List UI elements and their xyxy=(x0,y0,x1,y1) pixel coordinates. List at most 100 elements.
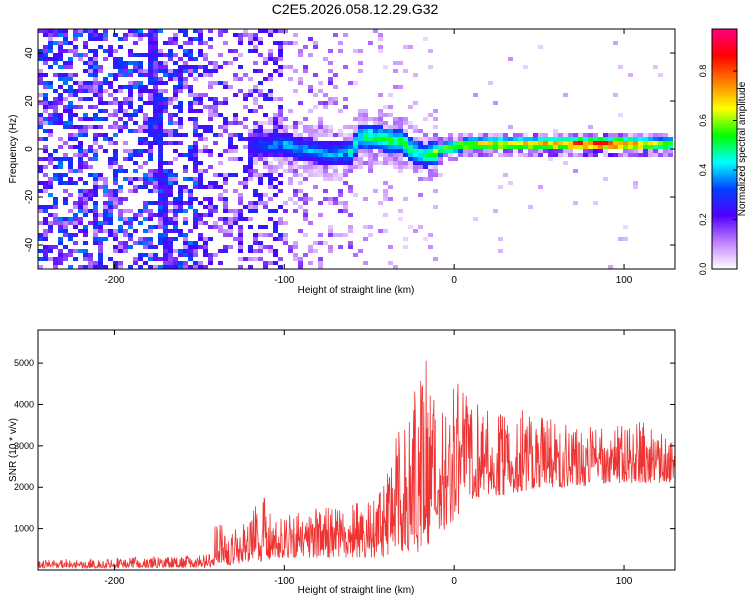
spectrogram-cell xyxy=(253,125,258,129)
spectrogram-cell xyxy=(318,233,323,237)
spectrogram-cell xyxy=(433,189,438,193)
spectrogram-cell xyxy=(123,69,128,73)
spectrogram-cell xyxy=(623,237,628,241)
spectrogram-cell xyxy=(368,157,373,161)
spectrogram-cell xyxy=(48,133,53,137)
spectrogram-cell xyxy=(198,29,203,33)
colorbar-tick-label: 0.6 xyxy=(698,114,708,127)
spectrogram-cell xyxy=(438,157,443,161)
spectrogram-cell xyxy=(353,117,358,121)
spectrogram-cell xyxy=(563,141,568,145)
spectrogram-cell xyxy=(38,121,43,125)
spectrogram-cell xyxy=(193,97,198,101)
spectrogram-cell xyxy=(253,237,258,241)
spectrogram-cell xyxy=(503,173,508,177)
spectrogram-cell xyxy=(298,173,303,177)
spectrogram-cell xyxy=(158,233,163,237)
spectrogram-cell xyxy=(323,241,328,245)
spectrogram-cell xyxy=(153,85,158,89)
spectrogram-cell xyxy=(583,137,588,141)
spectrogram-cell xyxy=(138,165,143,169)
spectrogram-cell xyxy=(118,245,123,249)
spectrogram-cell xyxy=(278,265,283,269)
spectrogram-cell xyxy=(118,117,123,121)
spectrogram-cell xyxy=(108,125,113,129)
spectrogram-cell xyxy=(38,29,43,33)
spectrogram-cell xyxy=(153,109,158,113)
spectrogram-cell xyxy=(193,225,198,229)
spectrogram-cell xyxy=(228,49,233,53)
spectrogram-cell xyxy=(593,153,598,157)
spectrogram-cell xyxy=(173,77,178,81)
spectrogram-cell xyxy=(493,141,498,145)
spectrogram-cell xyxy=(48,37,53,41)
spectrogram-cell xyxy=(303,209,308,213)
spectrogram-cell xyxy=(163,245,168,249)
spectrogram-cell xyxy=(148,53,153,57)
spectrogram-cell xyxy=(648,145,653,149)
spectrogram-cell xyxy=(538,137,543,141)
spectrogram-cell xyxy=(73,49,78,53)
spectrogram-cell xyxy=(323,93,328,97)
spectrogram-cell xyxy=(418,165,423,169)
spectrogram-cell xyxy=(198,177,203,181)
spectrogram-cell xyxy=(43,45,48,49)
spectrogram-cell xyxy=(288,177,293,181)
spectrogram-cell xyxy=(313,105,318,109)
spectrogram-cell xyxy=(538,149,543,153)
spectrogram-cell xyxy=(173,213,178,217)
spectrogram-cell xyxy=(138,141,143,145)
spectrogram-cell xyxy=(653,145,658,149)
spectrogram-cell xyxy=(213,81,218,85)
spectrogram-cell xyxy=(218,133,223,137)
spectrogram-cell xyxy=(408,121,413,125)
spectrogram-cell xyxy=(98,173,103,177)
spectrogram-cell xyxy=(168,73,173,77)
spectrogram-cell xyxy=(278,65,283,69)
spectrogram-cell xyxy=(483,133,488,137)
spectrogram-cell xyxy=(193,149,198,153)
spectrogram-cell xyxy=(148,121,153,125)
spectrogram-cell xyxy=(53,213,58,217)
spectrogram-cell xyxy=(233,149,238,153)
spectrogram-cell xyxy=(318,241,323,245)
spectrogram-cell xyxy=(318,173,323,177)
spectrogram-cell xyxy=(143,141,148,145)
spectrogram-cell xyxy=(83,125,88,129)
spectrogram-cell xyxy=(53,221,58,225)
spectrogram-cell xyxy=(338,145,343,149)
spectrogram-cell xyxy=(238,197,243,201)
spectrogram-cell xyxy=(613,153,618,157)
spectrogram-cell xyxy=(233,113,238,117)
spectrogram-cell xyxy=(438,145,443,149)
spectrogram-cell xyxy=(188,49,193,53)
spectrogram-cell xyxy=(183,53,188,57)
spectrogram-cell xyxy=(168,257,173,261)
spectrogram-cell xyxy=(198,201,203,205)
spectrogram-cell xyxy=(53,61,58,65)
spectrogram-cell xyxy=(133,257,138,261)
spectrogram-cell xyxy=(548,145,553,149)
spectrogram-cell xyxy=(173,249,178,253)
spectrogram-cell xyxy=(133,29,138,33)
spectrogram-cell xyxy=(148,209,153,213)
spectrogram-cell xyxy=(253,141,258,145)
spectrogram-cell xyxy=(268,29,273,33)
spectrogram-cell xyxy=(338,109,343,113)
spectrogram-cell xyxy=(328,81,333,85)
spectrogram-cell xyxy=(153,113,158,117)
spectrogram-cell xyxy=(248,37,253,41)
spectrogram-cell xyxy=(163,161,168,165)
spectrogram-cell xyxy=(148,265,153,269)
spectrogram-cell xyxy=(123,85,128,89)
spectrogram-cell xyxy=(263,245,268,249)
spectrogram-cell xyxy=(153,189,158,193)
spectrogram-cell xyxy=(93,133,98,137)
spectrogram-cell xyxy=(203,69,208,73)
spectrogram-cell xyxy=(293,201,298,205)
spectrogram-cell xyxy=(653,65,658,69)
spectrogram-cell xyxy=(258,145,263,149)
spectrogram-cell xyxy=(273,229,278,233)
spectrogram-cell xyxy=(498,141,503,145)
